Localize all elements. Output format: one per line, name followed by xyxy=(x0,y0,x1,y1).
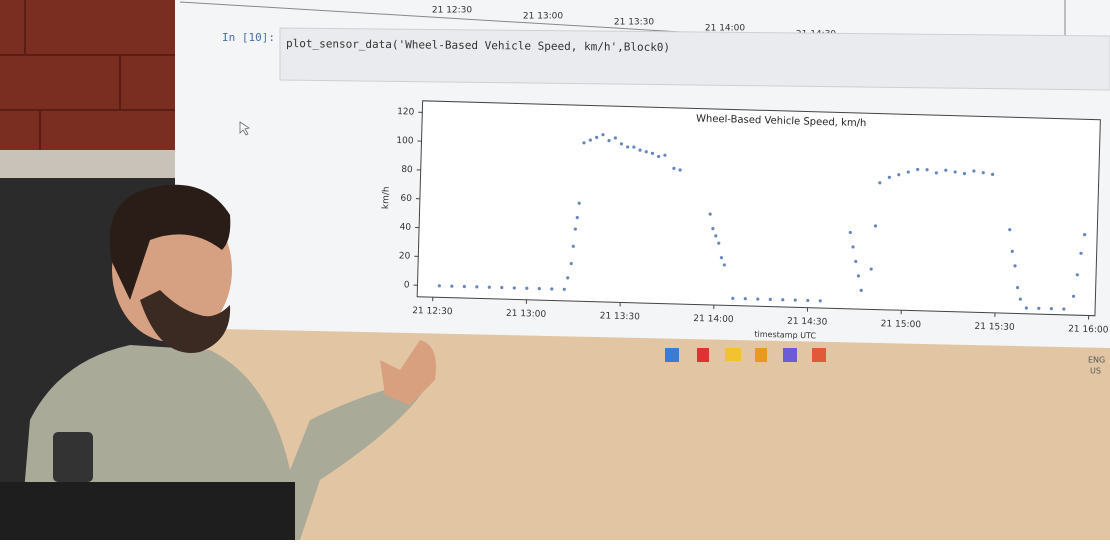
y-tick-label: 40 xyxy=(400,223,412,233)
app-icon xyxy=(812,348,826,362)
x-tick-label: 21 14:00 xyxy=(693,314,734,325)
podium xyxy=(0,482,295,540)
previous-x-tick-label: 21 13:00 xyxy=(523,12,564,22)
x-tick-label: 21 13:30 xyxy=(600,311,641,322)
x-tick-label: 21 15:30 xyxy=(974,322,1015,333)
y-tick-label: 100 xyxy=(396,136,414,146)
previous-x-tick-label: 21 13:30 xyxy=(614,18,655,28)
ledge xyxy=(0,150,180,180)
app-icon xyxy=(697,348,709,362)
y-axis-label: km/h xyxy=(381,186,392,209)
cell-prompt: In [10]: xyxy=(222,31,275,44)
x-axis-label: timestamp UTC xyxy=(754,330,816,341)
y-tick-label: 120 xyxy=(397,107,415,117)
app-icon xyxy=(783,348,797,362)
y-tick-label: 20 xyxy=(399,251,411,261)
y-tick-label: 0 xyxy=(404,280,410,290)
device xyxy=(53,432,93,482)
y-tick-label: 60 xyxy=(400,194,412,204)
app-icon xyxy=(755,348,767,362)
x-tick-label: 21 12:30 xyxy=(412,306,453,317)
x-tick-label: 21 16:00 xyxy=(1068,324,1109,335)
x-tick-label: 21 13:00 xyxy=(506,309,547,320)
start-icon xyxy=(665,348,679,362)
x-tick-label: 21 14:30 xyxy=(787,317,828,328)
region-indicator: US xyxy=(1090,367,1101,376)
y-tick-label: 80 xyxy=(401,165,413,175)
language-indicator: ENG xyxy=(1088,356,1105,365)
x-tick-label: 21 15:00 xyxy=(881,319,922,330)
plot-area xyxy=(417,101,1100,316)
folder-icon xyxy=(725,348,741,361)
previous-x-tick-label: 21 12:30 xyxy=(432,6,473,16)
brick-wall xyxy=(0,0,180,155)
